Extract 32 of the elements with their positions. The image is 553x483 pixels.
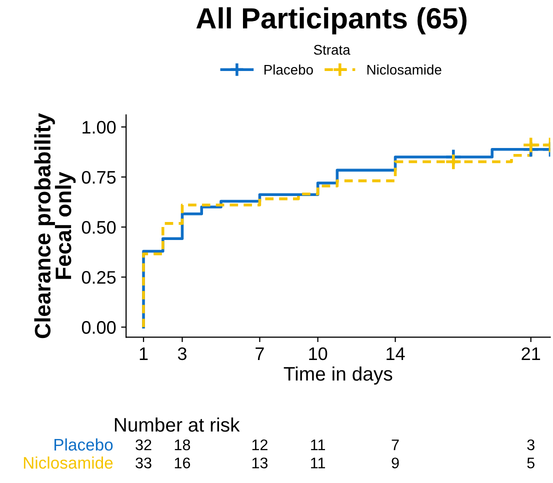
text: 7	[392, 440, 399, 450]
text: 32	[136, 439, 152, 450]
text: 3	[527, 439, 534, 450]
text: 11	[311, 440, 326, 450]
legend-title: Strata	[314, 44, 350, 55]
legend-label: Placebo	[264, 64, 313, 75]
y-tick-label: 0.00	[82, 321, 116, 334]
x-tick-label: 10	[309, 347, 328, 360]
y-tick-label: 0.75	[82, 170, 116, 184]
y-tick-label: 0.25	[82, 271, 116, 284]
y-axis-title: Clearance probability Fecal only	[34, 113, 76, 338]
x-tick-label: 3	[178, 347, 186, 360]
text: 33	[136, 458, 152, 468]
x-tick-label: 14	[386, 348, 405, 360]
text: 18	[174, 439, 190, 450]
text: 12	[252, 439, 268, 450]
chart-title: All Participants (65)	[196, 7, 467, 34]
x-tick-label: 1	[140, 348, 148, 360]
text: Number at risk	[114, 417, 240, 432]
legend-label: Niclosamide	[367, 64, 442, 75]
y-tick-label: 1.00	[82, 120, 116, 134]
text: 13	[252, 458, 268, 468]
text: 11	[311, 458, 326, 468]
text: Niclosamide	[24, 456, 113, 469]
text: 5	[527, 458, 534, 468]
x-axis-title: Time in days	[284, 366, 392, 385]
text: Placebo	[54, 438, 113, 451]
text: 16	[174, 458, 190, 468]
x-tick-label: 21	[522, 347, 540, 360]
y-tick-label: 0.50	[82, 220, 116, 234]
x-tick-label: 7	[256, 348, 264, 360]
text: 9	[392, 458, 399, 468]
